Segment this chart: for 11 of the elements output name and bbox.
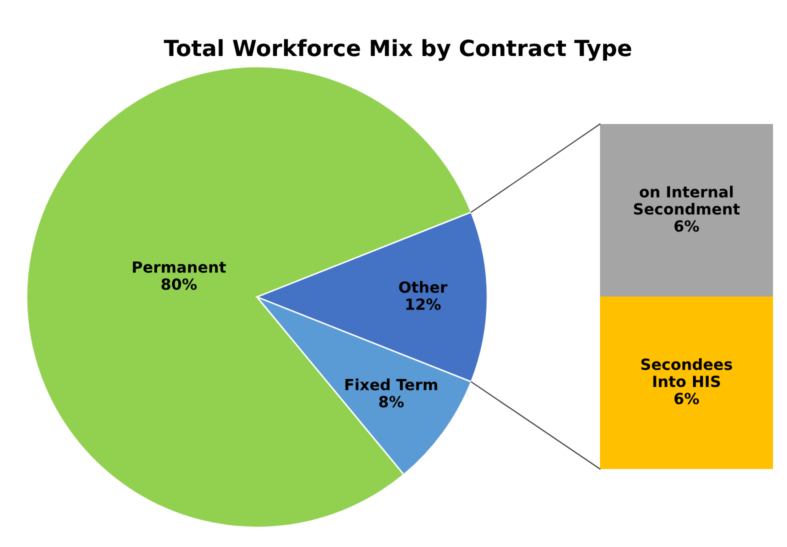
chart-title: Total Workforce Mix by Contract Type	[164, 39, 632, 61]
slice-label: Fixed Term	[345, 378, 438, 390]
series-label: Secondees Into HIS	[641, 358, 732, 388]
data-label: 12%	[406, 298, 441, 310]
series-label: on Internal Secondment	[634, 186, 740, 215]
data-label: 80%	[162, 278, 197, 290]
data-label: 6%	[674, 220, 699, 232]
data-label: 6%	[674, 392, 699, 404]
slice-label: Other	[399, 281, 448, 293]
data-label: 8%	[379, 396, 404, 408]
slice-label: Permanent	[132, 261, 226, 273]
